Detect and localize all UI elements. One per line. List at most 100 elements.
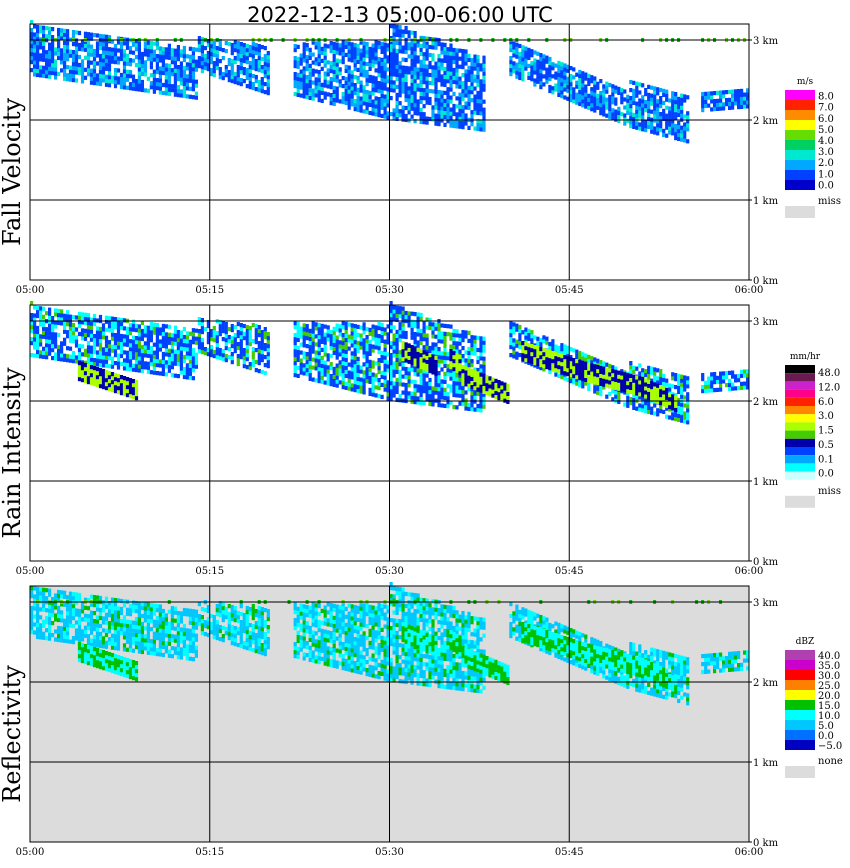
echo-cell xyxy=(434,101,438,106)
echo-core xyxy=(407,355,411,360)
echo-cell xyxy=(170,365,174,370)
echo-cell xyxy=(413,43,417,48)
echo-cell xyxy=(245,353,249,358)
echo-cell xyxy=(368,54,372,59)
echo-cell xyxy=(665,414,669,419)
echo-cell xyxy=(344,52,348,57)
echo-cell xyxy=(74,359,79,364)
echo-core xyxy=(602,370,606,375)
echo-cell xyxy=(314,89,318,94)
echo-core xyxy=(506,395,510,400)
echo-cell xyxy=(389,44,393,49)
echo-cell xyxy=(563,75,567,80)
echo-core xyxy=(431,370,435,375)
echo-cell xyxy=(347,386,351,391)
echo-cell xyxy=(377,105,381,110)
echo-cell xyxy=(224,69,228,74)
echo-cell xyxy=(572,380,576,385)
echo-cell xyxy=(686,376,690,381)
echo-cell xyxy=(353,380,357,385)
echo-cell xyxy=(398,109,402,114)
echo-cell xyxy=(470,359,474,364)
echo-cell xyxy=(296,56,300,61)
echo-cell xyxy=(77,311,82,317)
echo-cell xyxy=(386,352,390,357)
echo-cell xyxy=(344,385,348,390)
echo-cell xyxy=(116,337,121,342)
echo-cell xyxy=(353,372,357,377)
echo-cell xyxy=(428,401,432,407)
echo-cell xyxy=(63,76,67,81)
echo-cell xyxy=(440,391,444,396)
echo-cell xyxy=(320,50,324,55)
echo-cell xyxy=(659,369,663,374)
echo-cell xyxy=(629,369,633,374)
echo-cell xyxy=(419,372,423,377)
grid xyxy=(30,24,749,280)
echo-core xyxy=(404,350,408,355)
echo-core xyxy=(95,367,100,372)
echo-cell xyxy=(350,363,354,368)
echo-cell xyxy=(236,49,240,54)
echo-cell xyxy=(125,330,130,335)
echo-cell xyxy=(308,328,312,333)
echo-cell xyxy=(353,328,357,333)
echo-cell xyxy=(392,369,396,374)
echo-cell xyxy=(674,377,678,382)
echo-cell xyxy=(479,340,483,345)
echo-cell xyxy=(680,133,684,138)
echo-cell xyxy=(470,339,474,344)
echo-cell xyxy=(146,341,150,346)
echo-cell xyxy=(560,74,564,79)
echo-cell xyxy=(215,58,219,63)
echo-cell xyxy=(401,77,405,82)
echo-cell xyxy=(98,61,103,67)
echo-cell xyxy=(509,337,513,342)
echo-cell xyxy=(662,409,666,414)
echo-core xyxy=(542,352,546,357)
echo-cell xyxy=(107,324,112,329)
echo-cell xyxy=(116,40,121,45)
echo-cell xyxy=(431,342,435,347)
echo-cell xyxy=(320,327,324,332)
echo-cell xyxy=(60,349,64,354)
echo-cell xyxy=(677,397,681,402)
echo-cell xyxy=(479,356,483,361)
echo-cell xyxy=(551,86,555,91)
echo-cell xyxy=(461,49,465,54)
echo-cell xyxy=(48,327,52,332)
echo-cell xyxy=(557,345,561,350)
echo-cell xyxy=(392,341,396,346)
echo-cell xyxy=(77,343,82,349)
echo-cell xyxy=(182,49,186,55)
echo-cell xyxy=(30,353,34,358)
echo-cell xyxy=(590,356,594,361)
echo-cell xyxy=(746,373,750,378)
echo-core xyxy=(434,367,438,372)
echo-cell xyxy=(143,68,147,73)
echo-cell xyxy=(467,77,471,82)
echo-cell xyxy=(36,24,40,30)
echo-cell xyxy=(152,41,156,46)
echo-cell xyxy=(443,355,447,360)
echo-cell xyxy=(515,343,519,348)
echo-cell xyxy=(158,54,162,59)
echo-cell xyxy=(176,45,180,50)
echo-cell xyxy=(446,372,450,377)
echo-core xyxy=(98,372,103,377)
echo-cell xyxy=(113,60,118,65)
echo-cell xyxy=(314,354,318,359)
echo-core xyxy=(413,358,417,363)
echo-cell xyxy=(335,363,339,368)
echo-cell xyxy=(482,392,486,397)
echo-cell xyxy=(179,346,183,351)
echo-cell xyxy=(527,63,531,68)
echo-cell xyxy=(386,43,390,48)
echo-cell xyxy=(710,376,714,381)
echo-cell xyxy=(392,108,396,113)
echo-cell xyxy=(380,326,384,331)
echo-cell xyxy=(42,306,46,311)
echo-core xyxy=(449,357,453,362)
echo-cell xyxy=(641,99,645,104)
echo-core xyxy=(506,383,510,388)
